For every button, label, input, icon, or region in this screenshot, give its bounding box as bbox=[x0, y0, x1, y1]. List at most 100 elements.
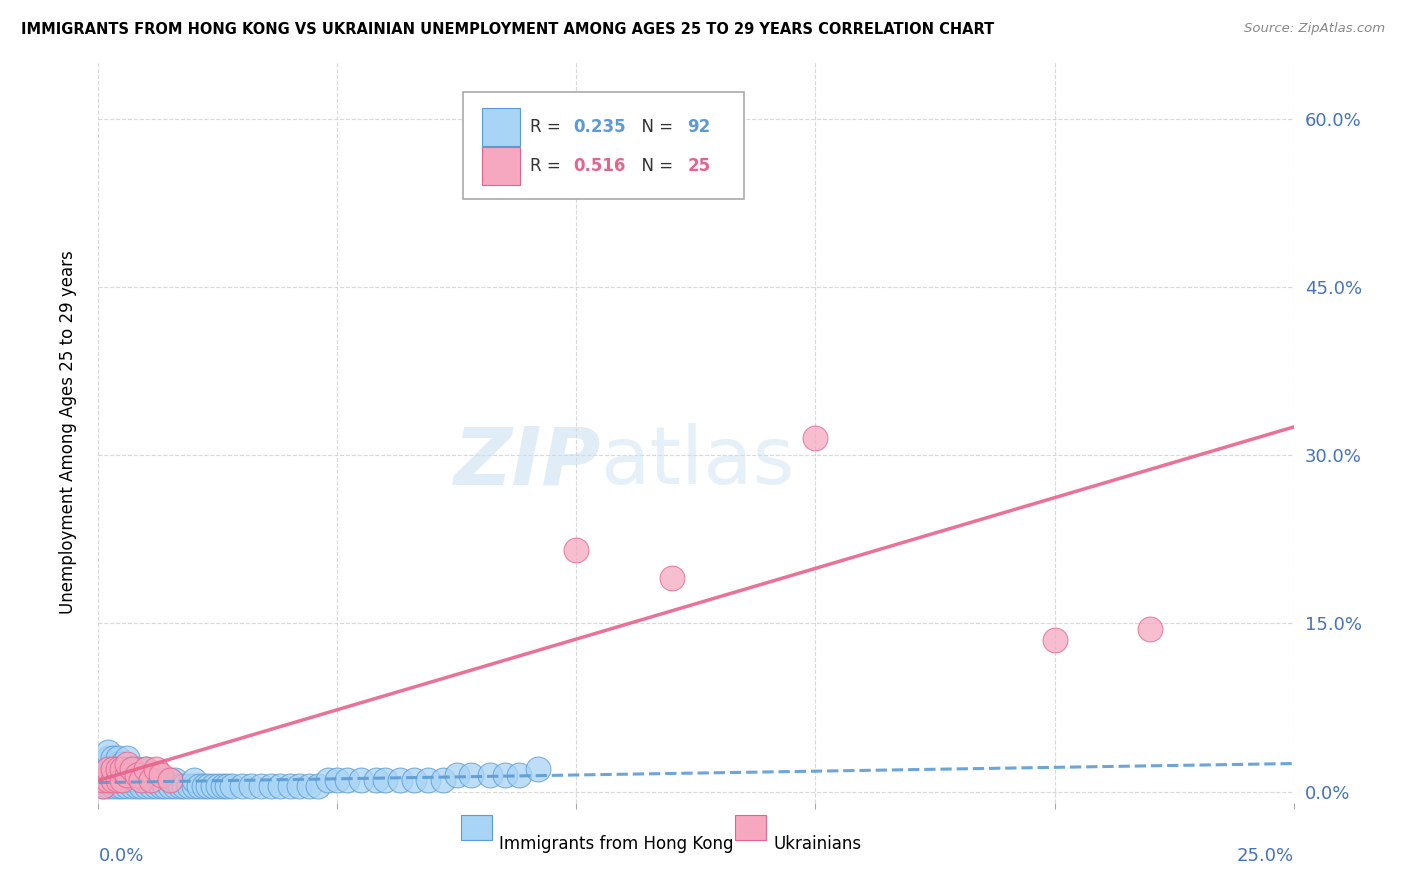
Point bbox=[135, 773, 157, 788]
FancyBboxPatch shape bbox=[463, 92, 744, 200]
Point bbox=[91, 773, 114, 788]
Text: Immigrants from Hong Kong: Immigrants from Hong Kong bbox=[499, 835, 734, 853]
Text: N =: N = bbox=[631, 119, 679, 136]
Point bbox=[145, 762, 167, 776]
Point bbox=[135, 762, 157, 776]
Point bbox=[107, 768, 129, 782]
Point bbox=[183, 779, 205, 793]
Point bbox=[145, 779, 167, 793]
Point bbox=[101, 762, 124, 776]
Point bbox=[231, 779, 253, 793]
Point bbox=[211, 779, 233, 793]
Point bbox=[336, 773, 359, 788]
Point bbox=[149, 779, 172, 793]
Point bbox=[350, 773, 373, 788]
Text: R =: R = bbox=[530, 157, 565, 175]
Point bbox=[107, 773, 129, 788]
Point bbox=[121, 762, 143, 776]
Point bbox=[97, 762, 120, 776]
Point bbox=[107, 773, 129, 788]
Point bbox=[121, 773, 143, 788]
Point bbox=[115, 779, 138, 793]
Point bbox=[111, 762, 134, 776]
Text: 92: 92 bbox=[688, 119, 711, 136]
Point bbox=[288, 779, 311, 793]
Point bbox=[101, 756, 124, 771]
Point bbox=[121, 779, 143, 793]
Point bbox=[207, 779, 229, 793]
Point bbox=[418, 773, 440, 788]
FancyBboxPatch shape bbox=[735, 814, 766, 840]
Point bbox=[111, 762, 134, 776]
Point bbox=[250, 779, 273, 793]
Point bbox=[240, 779, 263, 793]
Point bbox=[149, 768, 172, 782]
Text: 0.516: 0.516 bbox=[572, 157, 626, 175]
Point bbox=[278, 779, 301, 793]
Text: N =: N = bbox=[631, 157, 679, 175]
Point bbox=[179, 779, 201, 793]
Text: 25.0%: 25.0% bbox=[1236, 847, 1294, 865]
Text: Source: ZipAtlas.com: Source: ZipAtlas.com bbox=[1244, 22, 1385, 36]
Point bbox=[91, 768, 114, 782]
Point bbox=[135, 779, 157, 793]
Text: atlas: atlas bbox=[600, 423, 794, 501]
Point bbox=[307, 779, 329, 793]
Point bbox=[149, 773, 172, 788]
Point bbox=[139, 773, 162, 788]
Point bbox=[159, 773, 181, 788]
Point bbox=[101, 773, 124, 788]
Point bbox=[115, 773, 138, 788]
Text: 0.0%: 0.0% bbox=[98, 847, 143, 865]
Point bbox=[91, 762, 114, 776]
Text: IMMIGRANTS FROM HONG KONG VS UKRAINIAN UNEMPLOYMENT AMONG AGES 25 TO 29 YEARS CO: IMMIGRANTS FROM HONG KONG VS UKRAINIAN U… bbox=[21, 22, 994, 37]
Point bbox=[125, 779, 148, 793]
Point bbox=[115, 768, 138, 782]
Text: Ukrainians: Ukrainians bbox=[773, 835, 862, 853]
Point bbox=[97, 773, 120, 788]
Point bbox=[125, 768, 148, 782]
Point bbox=[97, 745, 120, 759]
Point bbox=[115, 756, 138, 771]
Point bbox=[298, 779, 321, 793]
Point bbox=[97, 773, 120, 788]
Point bbox=[125, 773, 148, 788]
Point bbox=[121, 768, 143, 782]
Point bbox=[804, 431, 827, 445]
Point bbox=[91, 773, 114, 788]
Point bbox=[139, 773, 162, 788]
Point bbox=[107, 762, 129, 776]
Point bbox=[97, 751, 120, 765]
Point bbox=[269, 779, 291, 793]
Point bbox=[97, 768, 120, 782]
Point bbox=[91, 756, 114, 771]
Y-axis label: Unemployment Among Ages 25 to 29 years: Unemployment Among Ages 25 to 29 years bbox=[59, 251, 77, 615]
Point bbox=[159, 773, 181, 788]
Point bbox=[479, 768, 502, 782]
Point bbox=[187, 779, 209, 793]
Point bbox=[107, 779, 129, 793]
Point bbox=[565, 543, 588, 558]
Point bbox=[374, 773, 396, 788]
Point bbox=[527, 762, 550, 776]
Point bbox=[111, 773, 134, 788]
Point bbox=[460, 768, 482, 782]
Point bbox=[494, 768, 516, 782]
Point bbox=[107, 751, 129, 765]
FancyBboxPatch shape bbox=[482, 147, 520, 186]
Point bbox=[259, 779, 281, 793]
Point bbox=[159, 779, 181, 793]
Point bbox=[111, 779, 134, 793]
Point bbox=[173, 779, 195, 793]
Point bbox=[139, 779, 162, 793]
Point bbox=[91, 779, 114, 793]
FancyBboxPatch shape bbox=[461, 814, 492, 840]
Point bbox=[169, 779, 191, 793]
Point bbox=[202, 779, 225, 793]
Point bbox=[135, 762, 157, 776]
Point bbox=[101, 779, 124, 793]
Point bbox=[402, 773, 425, 788]
Point bbox=[91, 779, 114, 793]
Point bbox=[183, 773, 205, 788]
Point bbox=[115, 762, 138, 776]
